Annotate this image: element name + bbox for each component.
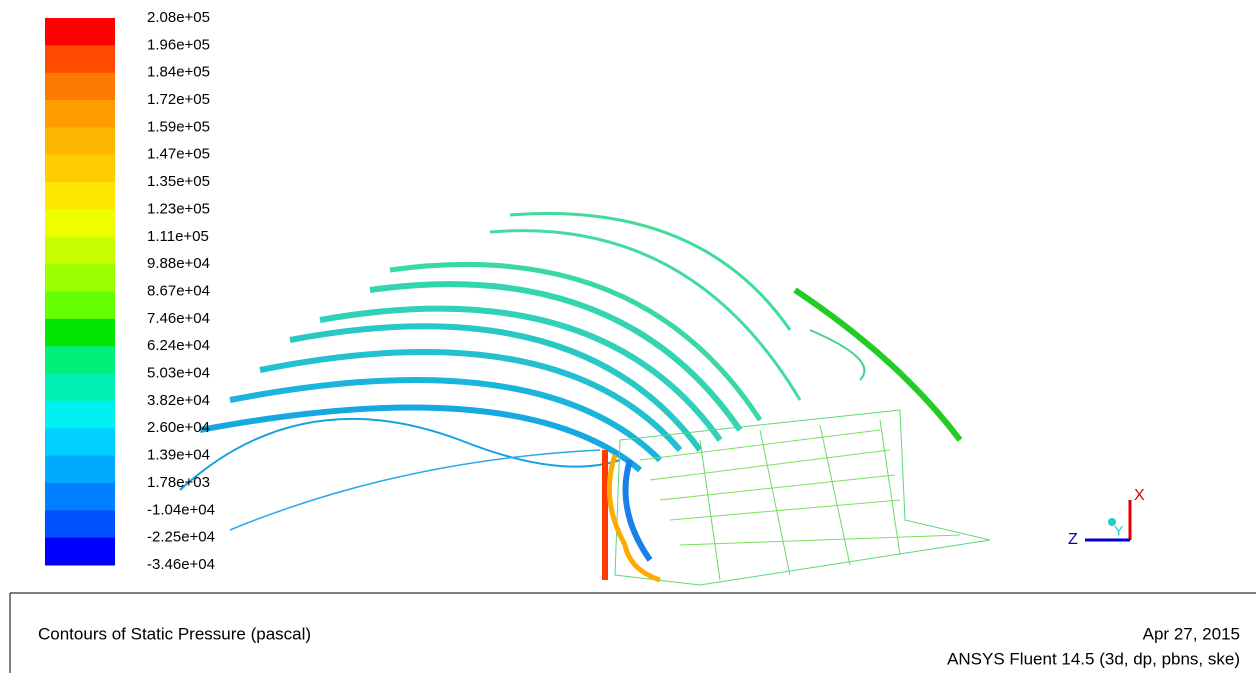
- color-swatch: [45, 18, 115, 46]
- viewport: X Y Z 2.08e+05 1.96e+05 1.84e+05 1.72e+05 1.…: [0, 0, 1256, 673]
- y-axis-label: Y: [1114, 523, 1124, 539]
- color-swatch: [45, 483, 115, 511]
- colorbar-label: 1.59e+05: [147, 118, 210, 135]
- footer-title: Contours of Static Pressure (pascal): [38, 624, 311, 643]
- color-swatch: [45, 73, 115, 101]
- color-swatch: [45, 182, 115, 210]
- colorbar-label: 1.96e+05: [147, 36, 210, 53]
- colorbar-label: 1.35e+05: [147, 173, 210, 190]
- color-swatch: [45, 456, 115, 484]
- axis-triad: X Y Z: [1068, 487, 1145, 548]
- colorbar-label: 8.67e+04: [147, 282, 210, 299]
- colorbar: 2.08e+05 1.96e+05 1.84e+05 1.72e+05 1.59e+05…: [45, 9, 215, 573]
- colorbar-label: 1.23e+05: [147, 200, 210, 217]
- colorbar-label: 1.47e+05: [147, 146, 210, 163]
- colorbar-label: 1.78e+03: [147, 474, 210, 491]
- color-swatch: [45, 319, 115, 347]
- colorbar-label: 1.11e+05: [147, 228, 209, 245]
- colorbar-label: 6.24e+04: [147, 337, 210, 354]
- color-swatch: [45, 237, 115, 265]
- color-swatch: [45, 264, 115, 292]
- color-swatch: [45, 374, 115, 402]
- color-swatch: [45, 510, 115, 538]
- footer-date: Apr 27, 2015: [1143, 624, 1240, 643]
- wireframe: [180, 213, 990, 585]
- colorbar-label: 7.46e+04: [147, 310, 210, 327]
- colorbar-label: 2.08e+05: [147, 9, 210, 26]
- color-swatch: [45, 346, 115, 374]
- screen: X Y Z 2.08e+05 1.96e+05 1.84e+05 1.72e+05 1.…: [0, 0, 1256, 673]
- colorbar-label: 1.84e+05: [147, 64, 210, 81]
- color-swatch: [45, 538, 115, 566]
- colorbar-label: -2.25e+04: [147, 529, 215, 546]
- colorbar-label: 2.60e+04: [147, 419, 210, 436]
- colorbar-label: 1.39e+04: [147, 447, 210, 464]
- colorbar-label: 3.82e+04: [147, 392, 210, 409]
- colorbar-label: 9.88e+04: [147, 255, 210, 272]
- colorbar-label: 5.03e+04: [147, 365, 210, 382]
- footer-software: ANSYS Fluent 14.5 (3d, dp, pbns, ske): [947, 649, 1240, 668]
- color-swatch: [45, 401, 115, 429]
- color-swatch: [45, 155, 115, 183]
- colorbar-label: -3.46e+04: [147, 556, 215, 573]
- colorbar-label: 1.72e+05: [147, 91, 210, 108]
- x-axis-label: X: [1134, 487, 1145, 504]
- color-swatch: [45, 100, 115, 128]
- color-swatch: [45, 209, 115, 237]
- color-swatch: [45, 127, 115, 155]
- color-swatch: [45, 428, 115, 456]
- z-axis-label: Z: [1068, 531, 1078, 548]
- colorbar-label: -1.04e+04: [147, 501, 215, 518]
- color-swatch: [45, 45, 115, 73]
- color-swatch: [45, 292, 115, 320]
